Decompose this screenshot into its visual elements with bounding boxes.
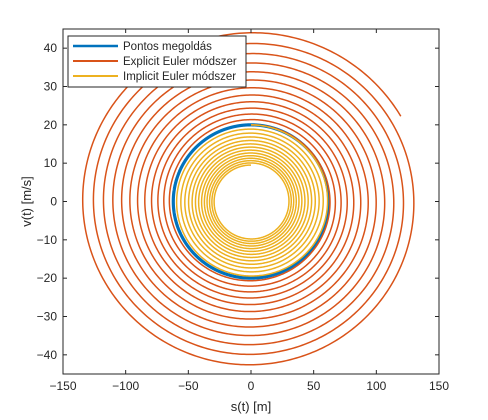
y-tick-label: −40 (37, 348, 58, 362)
x-tick-label: −50 (178, 379, 199, 393)
legend-entry-2: Explicit Euler módszer (123, 56, 237, 68)
x-tick-label: 0 (248, 379, 255, 393)
series-line-3 (175, 124, 329, 277)
x-axis-label: s(t) [m] (231, 399, 271, 414)
x-tick-label: 50 (307, 379, 321, 393)
legend-entry-3: Implicit Euler módszer (123, 71, 236, 83)
y-tick-label: −20 (37, 271, 58, 285)
legend-entry-1: Pontos megoldás (123, 41, 212, 53)
legend: Pontos megoldás Explicit Euler módszer Imp… (67, 35, 247, 88)
x-tick-label: −150 (49, 379, 76, 393)
x-tick-label: −100 (112, 379, 139, 393)
y-tick-label: −10 (37, 233, 58, 247)
y-tick-label: 40 (44, 41, 58, 55)
y-tick-label: 10 (44, 156, 58, 170)
y-axis-label: v(t) [m/s] (19, 176, 34, 227)
x-tick-label: 100 (366, 379, 386, 393)
y-tick-label: 30 (44, 80, 58, 94)
y-tick-label: 0 (50, 195, 57, 209)
axes-layer: −150 −100 −50 0 50 100 150−40−30−20−1001020304… (37, 28, 449, 393)
x-tick-label: 150 (429, 379, 449, 393)
y-tick-label: −30 (37, 310, 58, 324)
series-line-2 (81, 32, 415, 366)
series-layer (81, 32, 415, 366)
y-tick-label: 20 (44, 118, 58, 132)
